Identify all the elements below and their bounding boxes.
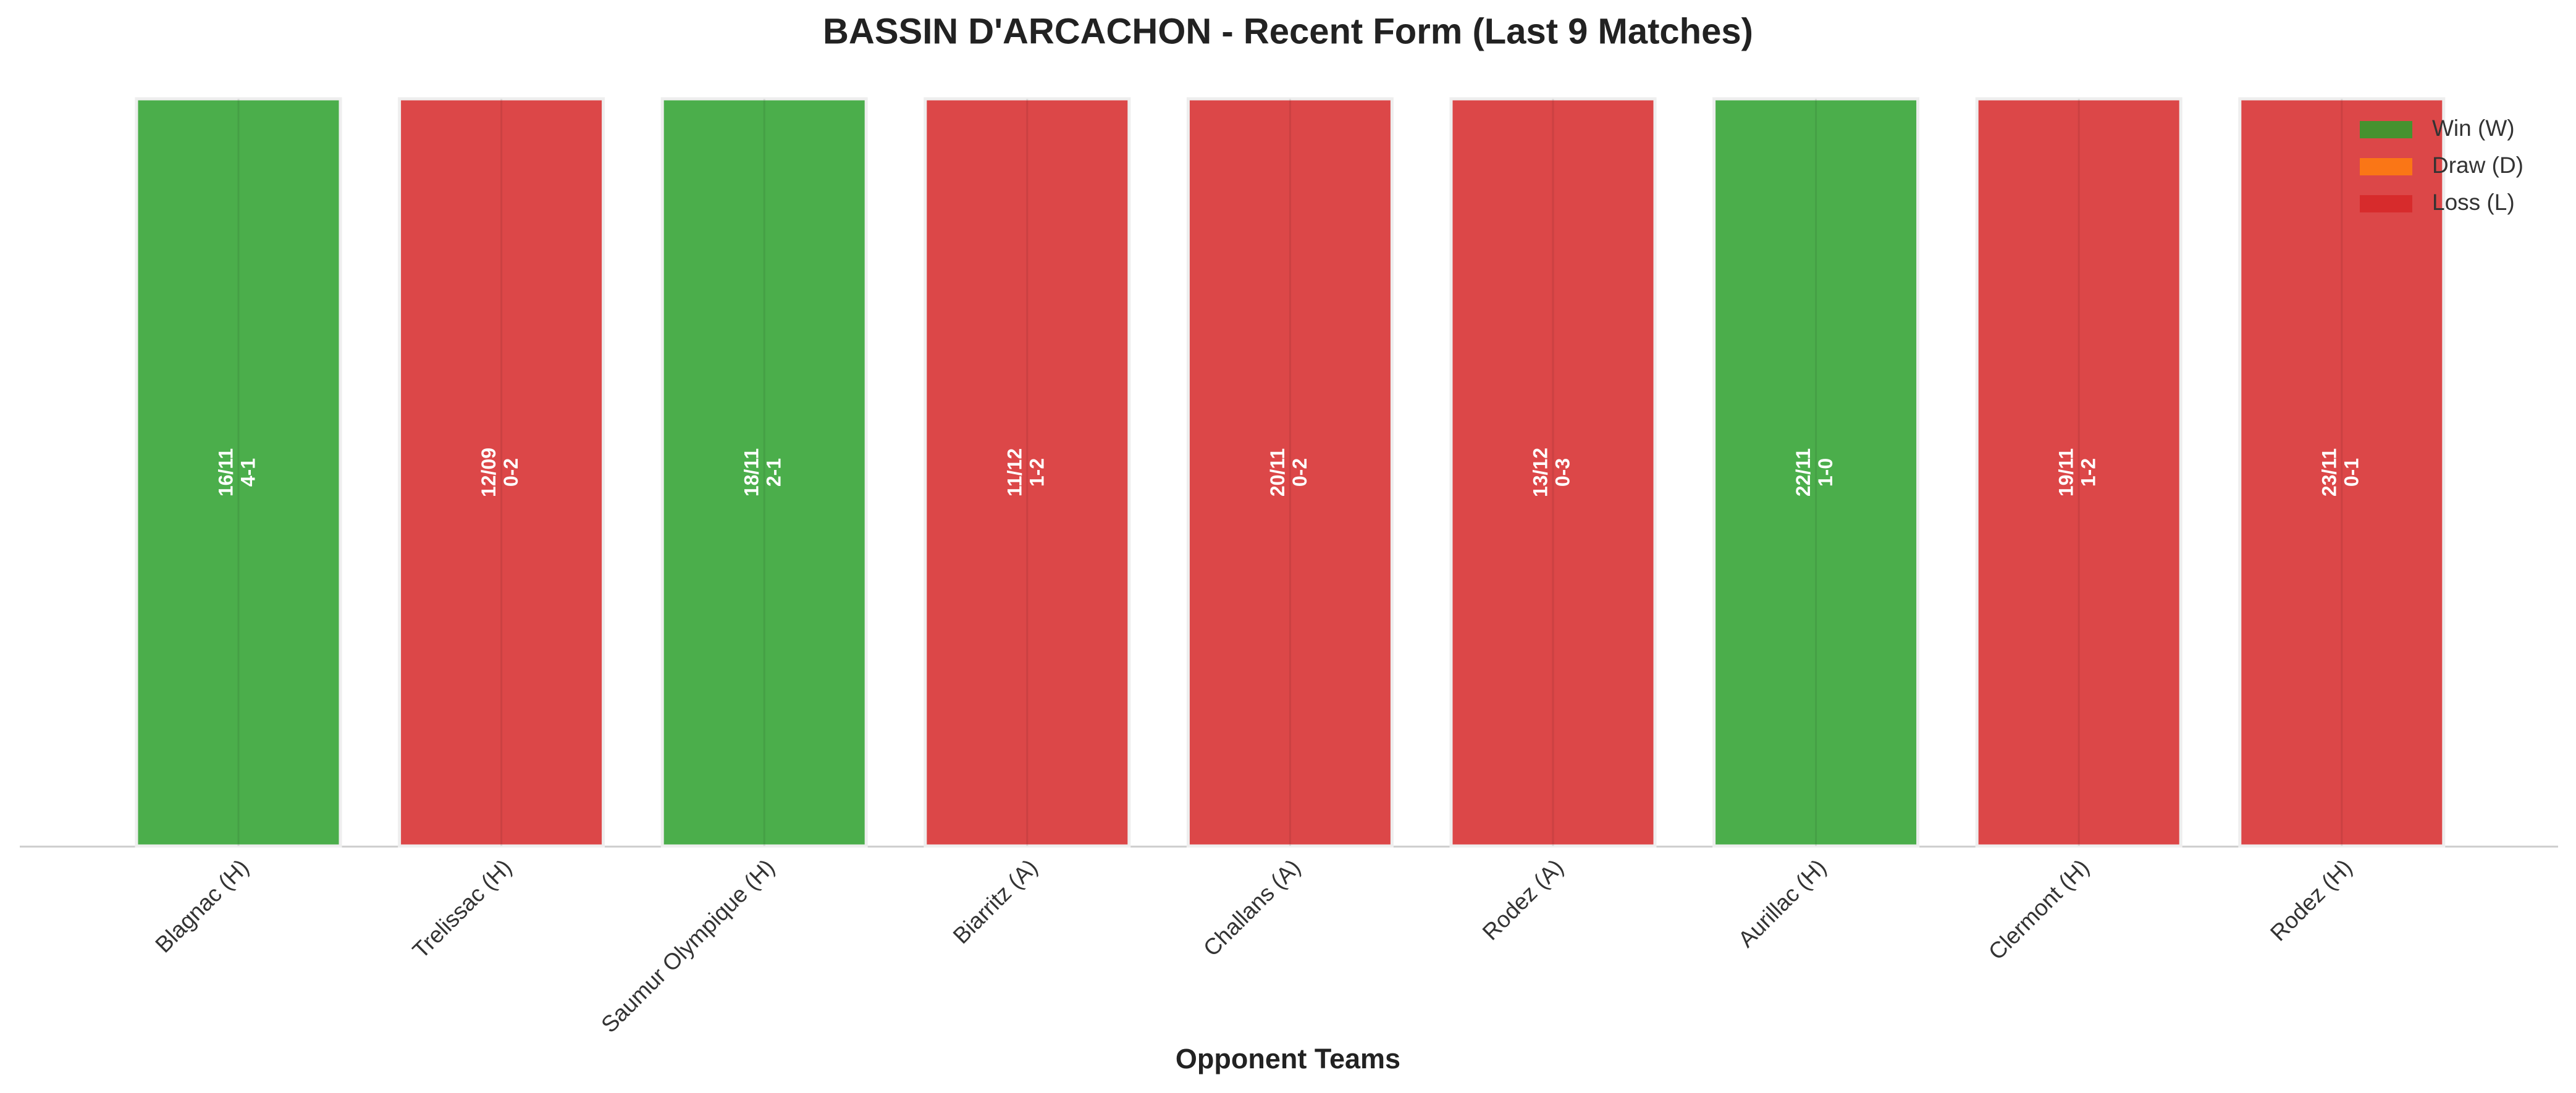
x-tick-label: Saumur Olympique (H)	[596, 855, 780, 1038]
x-tick-label: Challans (A)	[1198, 855, 1305, 961]
bar	[1712, 97, 1920, 848]
bar-date-label: 20/11	[1266, 448, 1289, 496]
bar	[2238, 97, 2446, 848]
x-tick-label: Clermont (H)	[1984, 855, 2094, 965]
x-tick-label: Blagnac (H)	[150, 855, 253, 958]
x-tick-label: Biarritz (A)	[948, 855, 1043, 949]
bar	[135, 97, 342, 848]
x-tick-label: Aurillac (H)	[1733, 855, 1831, 952]
bar-score-label: 0-2	[1289, 458, 1311, 487]
bar-date-label: 18/11	[741, 448, 763, 496]
bar-score-label: 1-2	[2077, 458, 2100, 487]
x-tick-label: Rodez (A)	[1478, 855, 1568, 945]
bar-date-label: 12/09	[478, 448, 500, 497]
chart-title: BASSIN D'ARCACHON - Recent Form (Last 9 …	[823, 11, 1753, 51]
legend-label: Draw (D)	[2432, 153, 2523, 178]
bar	[398, 97, 605, 848]
bar	[1186, 97, 1394, 848]
bar-date-label: 23/11	[2318, 448, 2340, 496]
bar-score-label: 2-1	[763, 458, 785, 487]
x-tick-label: Trelissac (H)	[408, 855, 516, 963]
bar-score-label: 0-3	[1551, 458, 1573, 487]
bar-date-label: 13/12	[1529, 448, 1551, 497]
bar-date-label: 16/11	[214, 448, 237, 496]
legend-swatch	[2360, 121, 2412, 138]
bar-score-label: 1-0	[1814, 458, 1837, 487]
x-tick-label: Rodez (H)	[2265, 855, 2357, 946]
legend-label: Loss (L)	[2432, 190, 2515, 215]
bar-date-label: 19/11	[2055, 448, 2077, 496]
bar-date-label: 11/12	[1003, 448, 1025, 496]
bar-date-label: 22/11	[1792, 448, 1814, 496]
bar-score-label: 4-1	[237, 458, 259, 487]
bar-score-label: 0-2	[500, 458, 522, 487]
legend-swatch	[2360, 158, 2412, 175]
legend-swatch	[2360, 195, 2412, 212]
bar	[1449, 97, 1657, 848]
bar	[660, 97, 868, 848]
bar	[924, 97, 1131, 848]
bar-score-label: 1-2	[1025, 458, 1048, 487]
bar-score-label: 0-1	[2340, 458, 2362, 487]
bar	[1975, 97, 2182, 848]
legend-label: Win (W)	[2432, 115, 2515, 141]
x-axis-label: Opponent Teams	[1176, 1043, 1400, 1074]
